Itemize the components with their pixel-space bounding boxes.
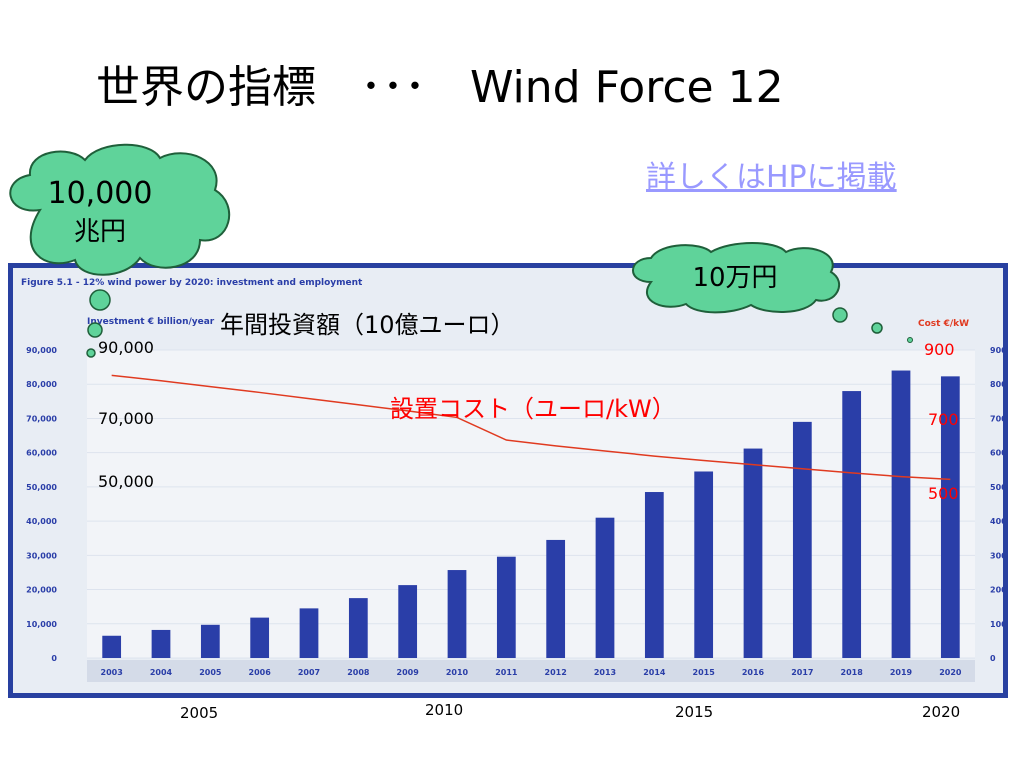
thought-bubble-dots-left <box>86 289 111 358</box>
bar <box>250 617 270 658</box>
x-tick-label: 2013 <box>594 668 616 677</box>
chart-frame: Figure 5.1 - 12% wind power by 2020: inv… <box>8 263 1008 698</box>
bar <box>447 570 467 658</box>
y2-tick-label: 300 <box>990 551 1003 560</box>
cost-overlay-title: 設置コスト（ユーロ/kW） <box>390 395 676 423</box>
x-tick-label: 2008 <box>347 668 370 677</box>
y-tick-label: 10,000 <box>26 620 57 629</box>
x-tick-label: 2009 <box>397 668 420 677</box>
cloud-callout-total <box>9 143 231 276</box>
investment-chart: Figure 5.1 - 12% wind power by 2020: inv… <box>21 278 1007 682</box>
left-overlay-value: 90,000 <box>98 338 154 357</box>
y2-tick-label: 500 <box>990 483 1003 492</box>
x-tick-label: 2014 <box>643 668 666 677</box>
y-tick-label: 60,000 <box>26 449 57 458</box>
bottom-year-label: 2020 <box>922 703 961 721</box>
cloud-cost-value: 10万円 <box>692 263 778 293</box>
bar <box>398 585 418 658</box>
x-tick-label: 2012 <box>545 668 567 677</box>
x-tick-label: 2020 <box>939 668 962 677</box>
bar <box>644 492 664 658</box>
y-tick-label: 40,000 <box>26 517 57 526</box>
chart-title: Figure 5.1 - 12% wind power by 2020: inv… <box>21 278 363 288</box>
y2-tick-label: 900 <box>990 346 1003 355</box>
plot-area <box>87 350 975 658</box>
y2-tick-label: 700 <box>990 414 1003 423</box>
y-tick-label: 20,000 <box>26 586 57 595</box>
y2-tick-label: 0 <box>990 654 996 663</box>
chart-panel: Figure 5.1 - 12% wind power by 2020: inv… <box>13 268 1007 693</box>
x-tick-label: 2018 <box>841 668 864 677</box>
bar <box>743 448 763 658</box>
thought-bubble-dots-right <box>832 307 913 343</box>
investment-overlay-title: 年間投資額（10億ユーロ） <box>220 311 515 339</box>
x-tick-label: 2016 <box>742 668 765 677</box>
bar <box>891 370 911 658</box>
y2-tick-label: 600 <box>990 449 1003 458</box>
bar <box>792 421 812 658</box>
cost-line <box>111 374 951 481</box>
bar <box>200 624 220 658</box>
bottom-year-label: 2015 <box>675 703 714 721</box>
hp-link[interactable]: 詳しくはHPに掲載 <box>646 160 897 195</box>
bar <box>694 471 714 658</box>
x-tick-label: 2017 <box>791 668 813 677</box>
bottom-year-label: 2005 <box>180 704 219 722</box>
y-tick-label: 30,000 <box>26 551 57 560</box>
y-axis-label: Investment € billion/year <box>87 317 215 327</box>
x-tick-label: 2019 <box>890 668 913 677</box>
bar <box>299 608 319 658</box>
y2-tick-label: 100 <box>990 620 1003 629</box>
bar <box>348 598 368 658</box>
bar <box>151 629 171 658</box>
y-tick-label: 70,000 <box>26 414 57 423</box>
left-overlay-value: 50,000 <box>98 472 154 491</box>
y-tick-label: 90,000 <box>26 346 57 355</box>
bar <box>940 376 960 658</box>
bar <box>595 517 615 658</box>
cloud-total-value: 10,000 <box>47 176 153 211</box>
slide-title: 世界の指標 ･･･ Wind Force 12 <box>96 62 784 113</box>
cloud-total-unit: 兆円 <box>73 217 126 247</box>
y2-axis-label: Cost €/kW <box>918 319 969 329</box>
x-axis-band <box>87 660 975 682</box>
x-tick-label: 2015 <box>693 668 716 677</box>
right-overlay-value: 900 <box>924 340 955 359</box>
left-overlay-value: 70,000 <box>98 409 154 428</box>
x-tick-label: 2006 <box>249 668 272 677</box>
y-tick-label: 80,000 <box>26 380 57 389</box>
x-tick-label: 2011 <box>495 668 518 677</box>
x-tick-label: 2003 <box>101 668 123 677</box>
bar <box>546 539 566 658</box>
y2-tick-label: 400 <box>990 517 1003 526</box>
right-overlay-value: 500 <box>928 484 959 503</box>
cloud-callout-cost <box>632 242 841 314</box>
y-tick-label: 0 <box>51 654 57 663</box>
x-tick-label: 2007 <box>298 668 320 677</box>
bottom-year-label: 2010 <box>425 701 464 719</box>
x-tick-label: 2005 <box>199 668 222 677</box>
y2-tick-label: 200 <box>990 586 1003 595</box>
x-tick-label: 2010 <box>446 668 469 677</box>
y2-tick-label: 800 <box>990 380 1003 389</box>
y-tick-label: 50,000 <box>26 483 57 492</box>
bar <box>842 391 862 658</box>
right-overlay-value: 700 <box>928 410 959 429</box>
bar <box>102 635 122 658</box>
x-tick-label: 2004 <box>150 668 173 677</box>
bar <box>496 556 516 658</box>
